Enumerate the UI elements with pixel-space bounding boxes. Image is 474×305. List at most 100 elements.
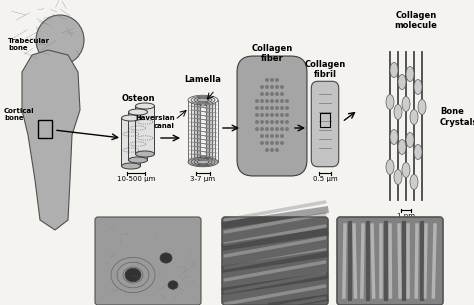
Circle shape bbox=[285, 120, 289, 124]
Circle shape bbox=[280, 99, 284, 103]
Ellipse shape bbox=[125, 268, 141, 282]
Ellipse shape bbox=[386, 160, 394, 174]
Circle shape bbox=[270, 99, 274, 103]
Ellipse shape bbox=[136, 151, 155, 157]
Circle shape bbox=[270, 113, 274, 117]
Ellipse shape bbox=[402, 163, 410, 178]
Circle shape bbox=[260, 141, 264, 145]
Bar bbox=[38, 120, 52, 138]
Polygon shape bbox=[22, 50, 80, 230]
Ellipse shape bbox=[410, 174, 418, 189]
Ellipse shape bbox=[136, 103, 155, 109]
Ellipse shape bbox=[386, 95, 394, 109]
Circle shape bbox=[265, 134, 269, 138]
Ellipse shape bbox=[194, 159, 212, 165]
Ellipse shape bbox=[406, 66, 414, 81]
Circle shape bbox=[280, 106, 284, 110]
Bar bbox=[136, 106, 155, 154]
FancyBboxPatch shape bbox=[237, 56, 307, 176]
Ellipse shape bbox=[414, 145, 422, 160]
Circle shape bbox=[255, 106, 259, 110]
Circle shape bbox=[275, 120, 279, 124]
Circle shape bbox=[265, 85, 269, 89]
Bar bbox=[121, 118, 140, 166]
Circle shape bbox=[270, 120, 274, 124]
Circle shape bbox=[265, 78, 269, 82]
Circle shape bbox=[255, 113, 259, 117]
Circle shape bbox=[280, 120, 284, 124]
Ellipse shape bbox=[128, 157, 147, 163]
Bar bbox=[320, 113, 330, 127]
Circle shape bbox=[260, 120, 264, 124]
Circle shape bbox=[280, 141, 284, 145]
Text: Collagen
fibril: Collagen fibril bbox=[304, 59, 346, 79]
FancyBboxPatch shape bbox=[222, 217, 328, 305]
Ellipse shape bbox=[418, 99, 426, 114]
Circle shape bbox=[270, 85, 274, 89]
Ellipse shape bbox=[191, 158, 215, 166]
Text: 1 nm: 1 nm bbox=[397, 213, 415, 219]
Circle shape bbox=[285, 106, 289, 110]
Text: 0.5 μm: 0.5 μm bbox=[313, 176, 337, 182]
Bar bbox=[197, 100, 209, 162]
Circle shape bbox=[255, 99, 259, 103]
Circle shape bbox=[265, 106, 269, 110]
Circle shape bbox=[275, 141, 279, 145]
Circle shape bbox=[260, 113, 264, 117]
Circle shape bbox=[270, 148, 274, 152]
Circle shape bbox=[255, 120, 259, 124]
Ellipse shape bbox=[197, 98, 209, 102]
Circle shape bbox=[260, 99, 264, 103]
Circle shape bbox=[275, 148, 279, 152]
Ellipse shape bbox=[390, 130, 398, 145]
Bar bbox=[128, 112, 147, 160]
Text: Trabecular
bone: Trabecular bone bbox=[8, 38, 50, 51]
Circle shape bbox=[280, 134, 284, 138]
Circle shape bbox=[270, 134, 274, 138]
Ellipse shape bbox=[394, 170, 402, 185]
Circle shape bbox=[285, 99, 289, 103]
Text: 10-500 μm: 10-500 μm bbox=[117, 176, 155, 182]
Circle shape bbox=[260, 85, 264, 89]
Ellipse shape bbox=[121, 115, 140, 121]
Text: Collagen
fiber: Collagen fiber bbox=[251, 44, 292, 63]
Circle shape bbox=[275, 85, 279, 89]
Ellipse shape bbox=[188, 95, 218, 105]
Circle shape bbox=[285, 113, 289, 117]
Ellipse shape bbox=[200, 104, 206, 106]
Circle shape bbox=[270, 127, 274, 131]
Circle shape bbox=[275, 127, 279, 131]
Circle shape bbox=[265, 148, 269, 152]
Ellipse shape bbox=[406, 132, 414, 148]
Circle shape bbox=[280, 113, 284, 117]
Circle shape bbox=[275, 92, 279, 96]
Circle shape bbox=[280, 92, 284, 96]
Ellipse shape bbox=[390, 63, 398, 77]
Ellipse shape bbox=[194, 97, 212, 103]
FancyBboxPatch shape bbox=[311, 81, 339, 167]
Bar bbox=[194, 100, 212, 162]
Ellipse shape bbox=[128, 109, 147, 115]
Circle shape bbox=[260, 92, 264, 96]
Circle shape bbox=[255, 127, 259, 131]
Text: Bone
Crystals: Bone Crystals bbox=[440, 107, 474, 127]
Circle shape bbox=[275, 134, 279, 138]
Ellipse shape bbox=[188, 157, 218, 167]
Text: Osteon: Osteon bbox=[121, 94, 155, 103]
Circle shape bbox=[260, 106, 264, 110]
Ellipse shape bbox=[121, 163, 140, 169]
Circle shape bbox=[270, 141, 274, 145]
Text: Collagen
molecule: Collagen molecule bbox=[394, 11, 438, 30]
Text: 3-7 μm: 3-7 μm bbox=[191, 176, 216, 182]
Text: Cortical
bone: Cortical bone bbox=[4, 108, 35, 121]
Bar bbox=[188, 100, 218, 162]
Ellipse shape bbox=[168, 281, 178, 289]
Circle shape bbox=[270, 78, 274, 82]
Ellipse shape bbox=[200, 156, 206, 158]
FancyBboxPatch shape bbox=[95, 217, 201, 305]
Circle shape bbox=[260, 127, 264, 131]
FancyBboxPatch shape bbox=[337, 217, 443, 305]
Ellipse shape bbox=[197, 160, 209, 164]
Circle shape bbox=[275, 78, 279, 82]
Circle shape bbox=[285, 127, 289, 131]
